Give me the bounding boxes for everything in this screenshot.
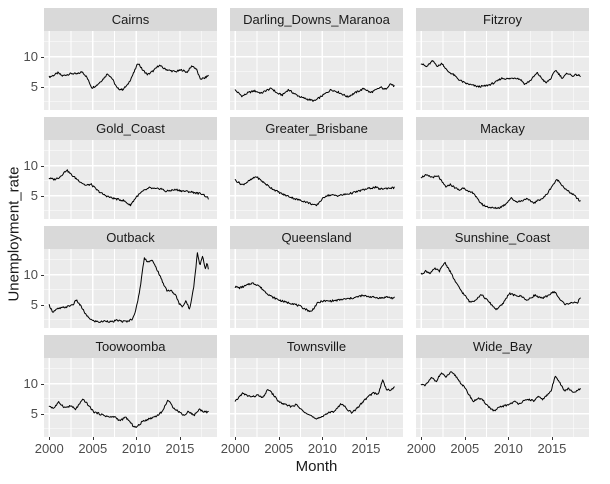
x-tick-label: 2005 [450, 441, 480, 456]
facet-strip-label: Gold_Coast [96, 121, 165, 136]
y-tick-label: 5 [30, 78, 38, 94]
facet-panel [44, 31, 217, 110]
x-tick-label: 2000 [34, 441, 64, 456]
facet: Mackay [416, 117, 589, 219]
x-tick-label: 2010 [493, 441, 523, 456]
facet-strip-label: Wide_Bay [472, 339, 533, 354]
facet: Fitzroy [416, 8, 589, 110]
facet-strip: Cairns [44, 8, 217, 31]
x-tick-label: 2015 [351, 441, 381, 456]
facet-strip: Outback [44, 226, 217, 249]
x-tick-mark [421, 437, 423, 440]
x-tick-label: 2010 [307, 441, 337, 456]
facet-strip: Sunshine_Coast [416, 226, 589, 249]
facet: Darling_Downs_Maranoa [230, 8, 403, 110]
y-tick-mark [41, 195, 44, 197]
y-tick-mark [41, 274, 44, 276]
facet-strip: Greater_Brisbane [230, 117, 403, 140]
facet-panel [44, 140, 217, 219]
x-tick-label: 2015 [165, 441, 195, 456]
x-tick-mark [464, 437, 466, 440]
facet-strip-label: Townsville [286, 339, 347, 354]
facet-panel [230, 140, 403, 219]
facet-strip-label: Outback [106, 230, 155, 245]
x-tick-label: 2005 [78, 441, 108, 456]
x-tick-label: 2005 [264, 441, 294, 456]
y-tick-label: 5 [30, 405, 38, 421]
y-tick-mark [41, 56, 44, 58]
facet-strip: Queensland [230, 226, 403, 249]
y-tick-label: 5 [30, 296, 38, 312]
x-tick-label: 2010 [121, 441, 151, 456]
x-tick-mark [136, 437, 138, 440]
facet: Greater_Brisbane [230, 117, 403, 219]
y-tick-mark [41, 86, 44, 88]
facet-strip: Fitzroy [416, 8, 589, 31]
facet-strip: Townsville [230, 335, 403, 358]
y-tick-mark [41, 413, 44, 415]
facet-strip-label: Greater_Brisbane [265, 121, 368, 136]
x-tick-mark [235, 437, 237, 440]
x-tick-mark [92, 437, 94, 440]
facet: Cairns [44, 8, 217, 110]
facet: Outback [44, 226, 217, 328]
x-axis-title: Month [295, 458, 338, 475]
x-tick-mark [322, 437, 324, 440]
y-tick-mark [41, 165, 44, 167]
facet-panel [416, 31, 589, 110]
x-tick-label: 2000 [220, 441, 250, 456]
facet: Gold_Coast [44, 117, 217, 219]
y-tick-label: 10 [23, 48, 38, 64]
facet-strip-label: Fitzroy [483, 12, 522, 27]
y-tick-label: 10 [23, 375, 38, 391]
x-tick-mark [49, 437, 51, 440]
facet-strip-label: Sunshine_Coast [454, 230, 551, 245]
facet: Townsville [230, 335, 403, 437]
facet-panel [416, 140, 589, 219]
x-tick-mark [508, 437, 510, 440]
facet-strip: Wide_Bay [416, 335, 589, 358]
facet-panel [44, 358, 217, 437]
facet-panel [230, 249, 403, 328]
facet-panel [230, 31, 403, 110]
facet-panel [416, 358, 589, 437]
facet-strip: Toowoomba [44, 335, 217, 358]
x-tick-label: 2000 [406, 441, 436, 456]
x-tick-mark [365, 437, 367, 440]
facet-panel [230, 358, 403, 437]
y-tick-mark [41, 304, 44, 306]
y-tick-label: 10 [23, 266, 38, 282]
x-tick-label: 2015 [537, 441, 567, 456]
facet-strip: Gold_Coast [44, 117, 217, 140]
facet-strip: Mackay [416, 117, 589, 140]
facet: Wide_Bay [416, 335, 589, 437]
facet: Toowoomba [44, 335, 217, 437]
facet-strip-label: Mackay [480, 121, 525, 136]
x-tick-mark [551, 437, 553, 440]
facet-panel [44, 249, 217, 328]
y-tick-label: 5 [30, 187, 38, 203]
facet-strip-label: Darling_Downs_Maranoa [243, 12, 390, 27]
facet-strip-label: Cairns [111, 12, 150, 27]
x-tick-mark [278, 437, 280, 440]
y-tick-label: 10 [23, 157, 38, 173]
facet-strip-label: Queensland [281, 230, 352, 245]
facet-strip: Darling_Downs_Maranoa [230, 8, 403, 31]
facet: Queensland [230, 226, 403, 328]
facet-panel [416, 249, 589, 328]
y-tick-mark [41, 383, 44, 385]
facet-strip-label: Toowoomba [95, 339, 166, 354]
facet: Sunshine_Coast [416, 226, 589, 328]
x-tick-mark [179, 437, 181, 440]
